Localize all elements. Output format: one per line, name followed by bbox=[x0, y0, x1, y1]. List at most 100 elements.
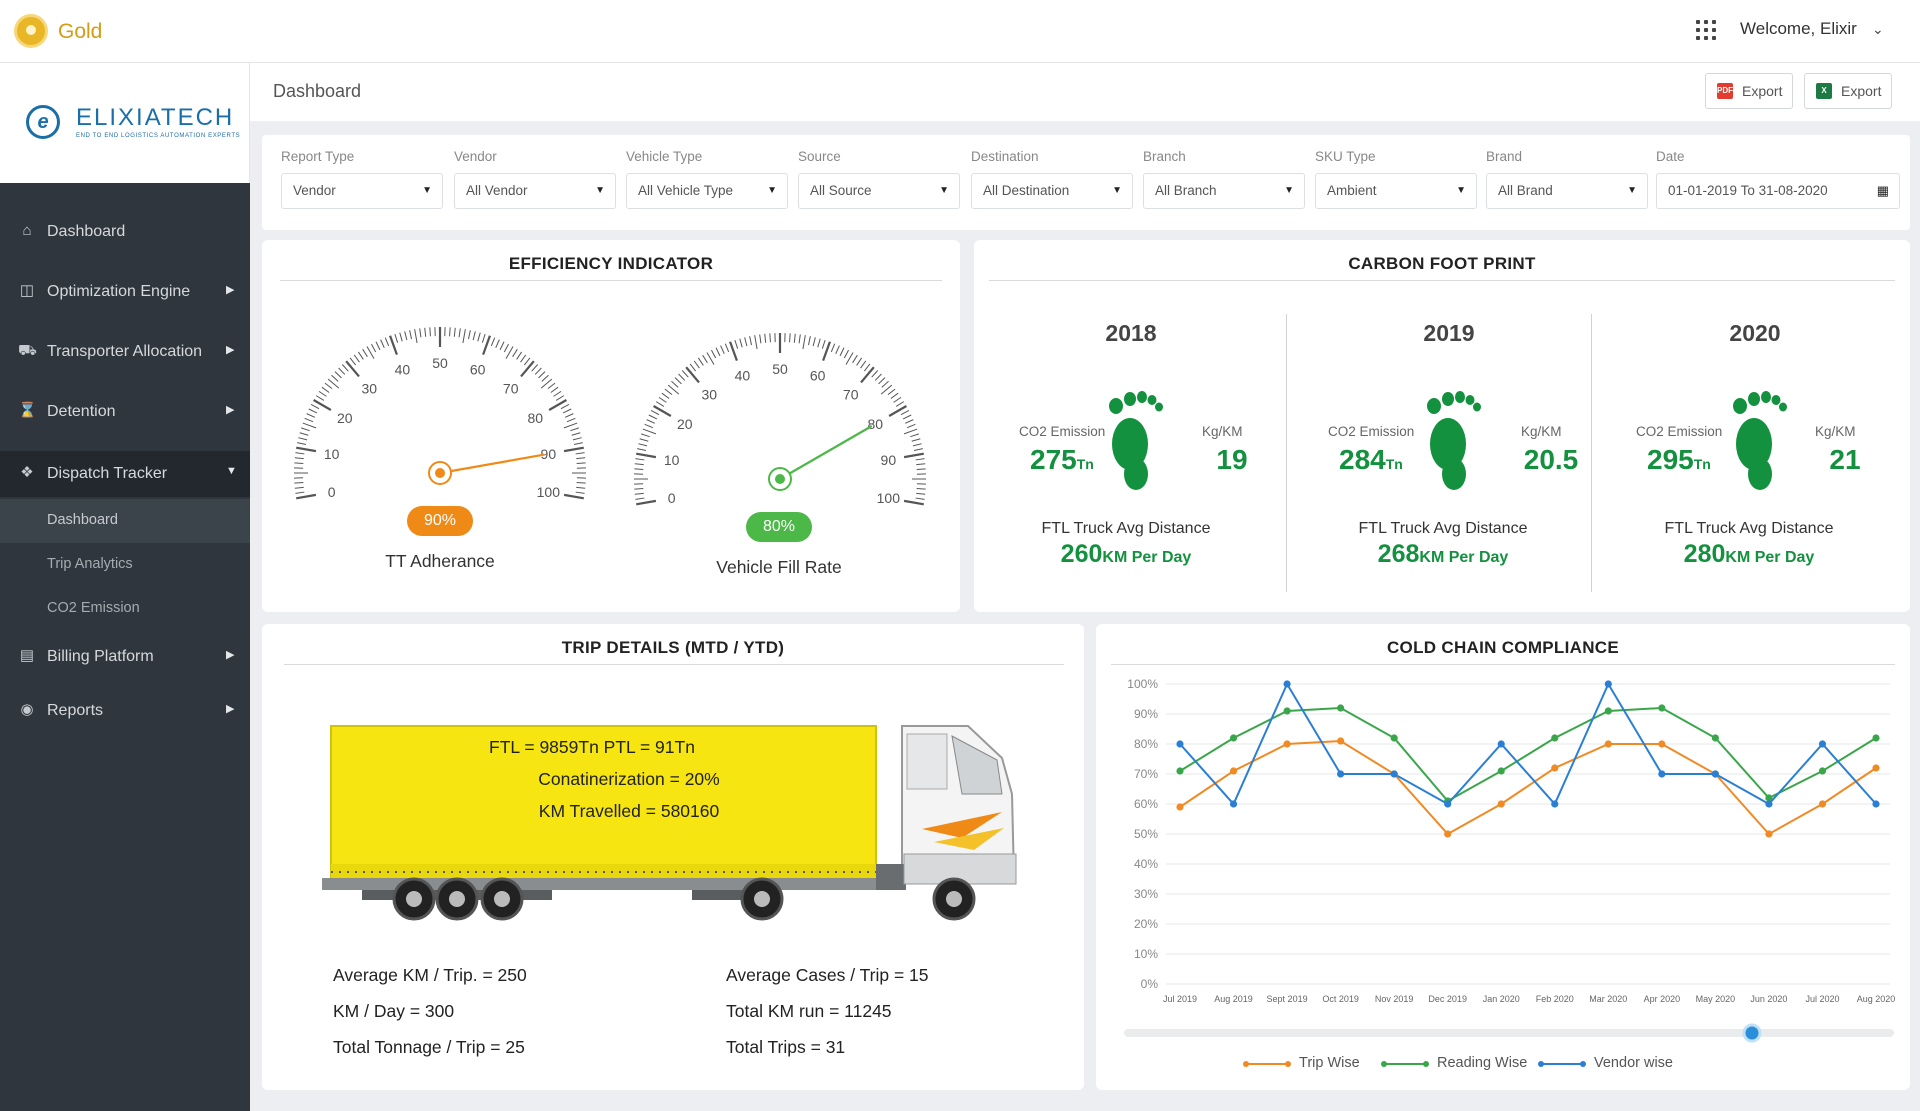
y-tick-label: 100% bbox=[1127, 677, 1158, 691]
select-value: Vendor bbox=[293, 183, 336, 198]
sidebar-item-reports[interactable]: ◉ Reports ▶ bbox=[0, 688, 250, 734]
sidebar-item-billing-platform[interactable]: ▤ Billing Platform ▶ bbox=[0, 634, 250, 680]
data-point[interactable] bbox=[1283, 680, 1291, 688]
export-excel-button[interactable]: X Export bbox=[1804, 73, 1893, 109]
gauge-tick bbox=[706, 352, 715, 365]
co2-label: CO2 Emission bbox=[1636, 424, 1723, 439]
data-point[interactable] bbox=[1390, 770, 1398, 778]
data-point[interactable] bbox=[1551, 734, 1559, 742]
data-point[interactable] bbox=[1604, 707, 1612, 715]
data-point[interactable] bbox=[1765, 800, 1773, 808]
data-point[interactable] bbox=[1818, 740, 1827, 748]
caret-down-icon: ▼ bbox=[1456, 185, 1466, 196]
welcome-user-menu[interactable]: Welcome, Elixir bbox=[1740, 19, 1857, 38]
distance-value: 280KM Per Day bbox=[1683, 540, 1815, 568]
sku-type-select[interactable]: Ambient ▼ bbox=[1315, 173, 1477, 209]
data-point[interactable] bbox=[1390, 734, 1398, 742]
data-point[interactable] bbox=[1176, 740, 1184, 748]
gauge-tick bbox=[634, 492, 644, 495]
data-point[interactable] bbox=[1711, 770, 1719, 778]
data-point[interactable] bbox=[1765, 794, 1773, 802]
legend-item-label[interactable]: Vendor wise bbox=[1594, 1055, 1673, 1071]
gauge-tick bbox=[835, 345, 840, 355]
cube-icon: ◫ bbox=[19, 282, 35, 299]
brand-select[interactable]: All Brand ▼ bbox=[1486, 173, 1648, 209]
destination-select[interactable]: All Destination ▼ bbox=[971, 173, 1133, 209]
data-point[interactable] bbox=[1176, 803, 1184, 811]
data-point[interactable] bbox=[1497, 740, 1505, 748]
data-point[interactable] bbox=[1337, 770, 1345, 778]
data-point[interactable] bbox=[1551, 800, 1559, 808]
legend-swatch-dot bbox=[1538, 1061, 1544, 1067]
data-point[interactable] bbox=[1229, 767, 1238, 775]
sidebar-subitem-co2-emission[interactable]: CO2 Emission bbox=[0, 587, 250, 631]
select-value: All Brand bbox=[1498, 183, 1553, 198]
gauge-tick bbox=[812, 337, 816, 347]
gauge-tick-label: 40 bbox=[735, 368, 751, 384]
vehicle-type-select[interactable]: All Vehicle Type ▼ bbox=[626, 173, 788, 209]
sidebar-item-optimization-engine[interactable]: ◫ Optimization Engine ▶ bbox=[0, 269, 250, 315]
data-point[interactable] bbox=[1444, 800, 1452, 808]
data-point[interactable] bbox=[1283, 707, 1291, 715]
data-point[interactable] bbox=[1658, 704, 1666, 712]
gauge-tick bbox=[646, 419, 656, 424]
date-range-input[interactable]: 01-01-2019 To 31-08-2020 ▦ bbox=[1656, 173, 1900, 209]
sidebar-item-transporter-allocation[interactable]: ⛟ Transporter Allocation ▶ bbox=[0, 329, 250, 375]
sidebar-subitem-dashboard[interactable]: Dashboard bbox=[0, 499, 250, 543]
data-point[interactable] bbox=[1872, 764, 1880, 772]
gauge-tick bbox=[576, 457, 586, 460]
co2-label: CO2 Emission bbox=[1019, 424, 1106, 439]
branch-select[interactable]: All Branch ▼ bbox=[1143, 173, 1305, 209]
source-select[interactable]: All Source ▼ bbox=[798, 173, 960, 209]
divider bbox=[1111, 664, 1895, 665]
brand-logo[interactable]: e ELIXIATECH END TO END LOGISTICS AUTOMA… bbox=[0, 63, 250, 183]
year-heading: 2019 bbox=[1423, 320, 1475, 346]
gauge-tick bbox=[878, 377, 886, 385]
data-point[interactable] bbox=[1765, 830, 1773, 838]
legend-item-label[interactable]: Trip Wise bbox=[1299, 1055, 1360, 1071]
data-point[interactable] bbox=[1283, 740, 1291, 748]
gauge-tick bbox=[548, 399, 567, 411]
gauge-tick bbox=[389, 335, 398, 355]
data-point[interactable] bbox=[1551, 764, 1559, 772]
sidebar-item-dispatch-tracker[interactable]: ❖ Dispatch Tracker ▼ bbox=[0, 451, 250, 497]
sidebar-item-dashboard[interactable]: ⌂ Dashboard bbox=[0, 209, 250, 255]
data-point[interactable] bbox=[1818, 767, 1827, 775]
legend-swatch-dot bbox=[1580, 1061, 1586, 1067]
sidebar-subitem-trip-analytics[interactable]: Trip Analytics bbox=[0, 543, 250, 587]
data-point[interactable] bbox=[1872, 734, 1880, 742]
data-point[interactable] bbox=[1497, 767, 1505, 775]
sidebar-item-detention[interactable]: ⌛ Detention ▶ bbox=[0, 389, 250, 435]
data-point[interactable] bbox=[1604, 740, 1612, 748]
gauge-tick bbox=[852, 354, 858, 364]
range-slider-handle[interactable] bbox=[1742, 1023, 1762, 1043]
range-slider-track[interactable] bbox=[1124, 1029, 1894, 1037]
data-point[interactable] bbox=[1337, 704, 1345, 712]
y-tick-label: 0% bbox=[1141, 977, 1159, 991]
gauge-tick bbox=[689, 363, 697, 372]
gauge-tick-label: 70 bbox=[843, 387, 859, 403]
data-point[interactable] bbox=[1818, 800, 1827, 808]
filter-label: Branch bbox=[1143, 149, 1186, 164]
data-point[interactable] bbox=[1444, 830, 1452, 838]
data-point[interactable] bbox=[1497, 800, 1505, 808]
data-point[interactable] bbox=[1872, 800, 1880, 808]
vendor-select[interactable]: All Vendor ▼ bbox=[454, 173, 616, 209]
gauge-tick bbox=[482, 335, 491, 355]
data-point[interactable] bbox=[1337, 737, 1345, 745]
data-point[interactable] bbox=[1176, 767, 1184, 775]
filter-branch: Branch All Branch ▼ bbox=[1143, 149, 1305, 209]
data-point[interactable] bbox=[1658, 770, 1666, 778]
apps-grid-icon[interactable] bbox=[1696, 20, 1716, 40]
data-point[interactable] bbox=[1658, 740, 1666, 748]
data-point[interactable] bbox=[1711, 734, 1719, 742]
legend-item-label[interactable]: Reading Wise bbox=[1437, 1055, 1528, 1071]
data-point[interactable] bbox=[1229, 734, 1238, 742]
report-type-select[interactable]: Vendor ▼ bbox=[281, 173, 443, 209]
chevron-down-icon[interactable]: ⌄ bbox=[1872, 21, 1884, 37]
data-point[interactable] bbox=[1604, 680, 1612, 688]
export-pdf-button[interactable]: PDF Export bbox=[1705, 73, 1794, 109]
filter-report-type: Report Type Vendor ▼ bbox=[281, 149, 443, 209]
data-point[interactable] bbox=[1229, 800, 1238, 808]
gauge-tick bbox=[302, 422, 317, 429]
